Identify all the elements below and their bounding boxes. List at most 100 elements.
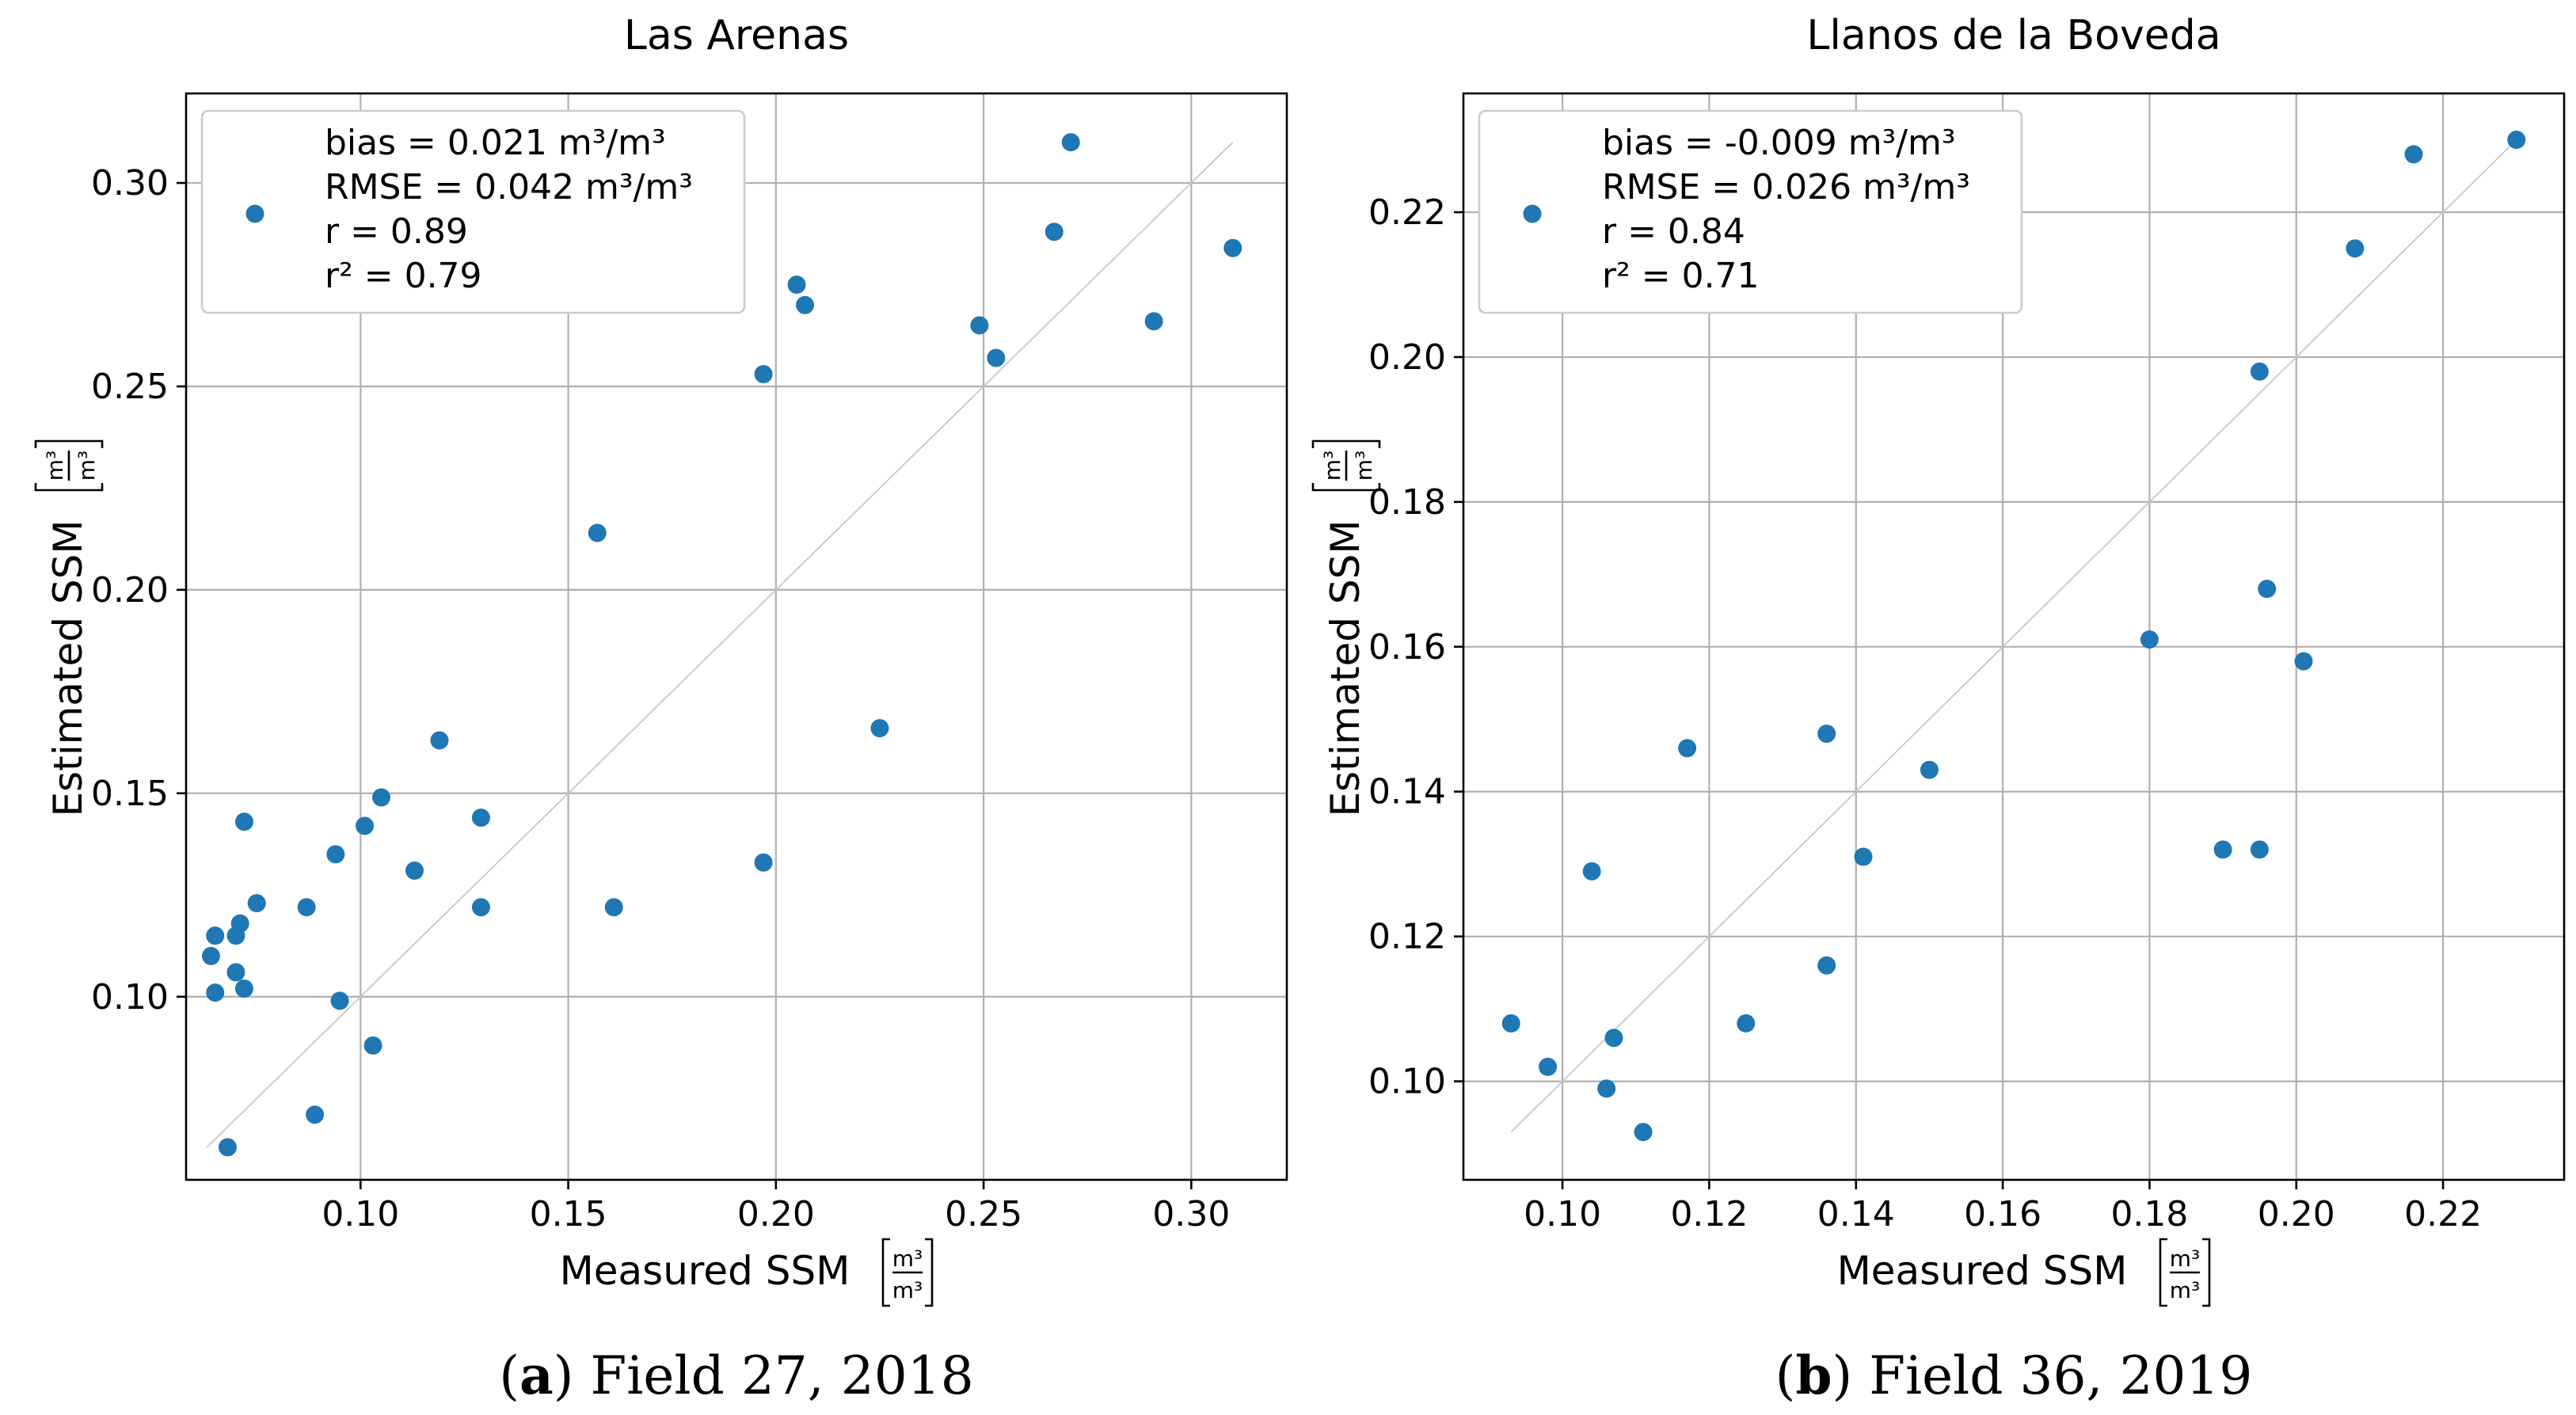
data-point bbox=[372, 788, 391, 807]
data-point bbox=[363, 1036, 382, 1055]
unit-bracket-right bbox=[2202, 1238, 2211, 1307]
data-point bbox=[2294, 652, 2313, 671]
x-tick-label: 0.10 bbox=[322, 1194, 399, 1234]
y-axis-label: Estimated SSM m³ m³ bbox=[1311, 439, 1381, 817]
x-axis-label: Measured SSM m³ m³ bbox=[560, 1238, 934, 1307]
unit-numerator: m³ bbox=[2170, 1246, 2201, 1272]
data-point bbox=[1582, 862, 1601, 881]
data-point bbox=[2507, 131, 2526, 150]
identity-line bbox=[1510, 139, 2517, 1133]
unit-denominator: m³ bbox=[1351, 451, 1377, 481]
x-tick-label: 0.14 bbox=[1817, 1194, 1895, 1234]
x-tick-label: 0.16 bbox=[1964, 1194, 2041, 1234]
data-point bbox=[218, 1138, 237, 1157]
legend-rmse: RMSE = 0.042 m³/m³ bbox=[325, 167, 693, 207]
data-point bbox=[2140, 630, 2159, 649]
y-tick-label: 0.16 bbox=[1368, 627, 1446, 668]
data-point bbox=[330, 991, 349, 1010]
panel-caption: (a) Field 27, 2018 bbox=[499, 1345, 973, 1406]
data-point bbox=[1854, 847, 1873, 866]
data-point bbox=[471, 808, 490, 827]
data-point bbox=[2250, 362, 2269, 381]
x-tick-label: 0.15 bbox=[530, 1194, 607, 1234]
data-point bbox=[1597, 1079, 1616, 1098]
data-point bbox=[206, 983, 225, 1002]
y-tick-label: 0.10 bbox=[1368, 1062, 1446, 1102]
data-point bbox=[1061, 133, 1080, 152]
y-axis-label-text: Estimated SSM bbox=[1322, 519, 1368, 816]
legend-box bbox=[1478, 109, 2023, 314]
panel-las-arenas: 0.10 0.15 0.20 0.25 0.30 0.10 0.15 0.20 0.25 0.30… bbox=[34, 12, 1288, 1406]
legend-r2: r² = 0.71 bbox=[1602, 256, 1760, 296]
unit-bracket-right bbox=[1311, 439, 1381, 448]
x-axis-label-text: Measured SSM bbox=[560, 1248, 850, 1294]
caption-label: b bbox=[1795, 1345, 1832, 1406]
identity-line bbox=[206, 142, 1234, 1148]
data-point bbox=[1501, 1014, 1520, 1033]
legend-marker bbox=[245, 204, 264, 223]
caption-paren-open: ( bbox=[499, 1345, 519, 1406]
y-tick-label: 0.25 bbox=[91, 367, 169, 407]
x-tick-label: 0.20 bbox=[2258, 1194, 2335, 1234]
x-tick-label: 0.12 bbox=[1670, 1194, 1748, 1234]
data-point bbox=[247, 894, 266, 913]
y-tick-label: 0.14 bbox=[1368, 772, 1446, 812]
data-point bbox=[226, 963, 245, 982]
panel-llanos-de-la-boveda: 0.10 0.12 0.14 0.16 0.18 0.20 0.22 0.10 0.12 0.14… bbox=[1311, 12, 2566, 1406]
data-point bbox=[230, 914, 249, 933]
data-point bbox=[201, 946, 220, 965]
x-axis-label-text: Measured SSM bbox=[1837, 1248, 2128, 1294]
unit-numerator: m³ bbox=[42, 451, 68, 481]
x-tick-label: 0.30 bbox=[1152, 1194, 1230, 1234]
data-point bbox=[1737, 1014, 1756, 1033]
data-point bbox=[796, 295, 815, 314]
legend-r: r = 0.84 bbox=[1602, 211, 1745, 252]
data-point bbox=[2250, 840, 2269, 859]
caption-paren-open: ( bbox=[1775, 1345, 1796, 1406]
data-point bbox=[471, 898, 490, 917]
data-point bbox=[2258, 580, 2277, 599]
data-point bbox=[1678, 739, 1697, 758]
y-tick-label: 0.12 bbox=[1368, 917, 1446, 957]
unit-bracket-left bbox=[2159, 1238, 2167, 1307]
data-point bbox=[306, 1105, 325, 1124]
data-point bbox=[754, 365, 773, 384]
data-point bbox=[405, 861, 424, 880]
unit-numerator: m³ bbox=[1319, 451, 1345, 481]
y-tick-label: 0.20 bbox=[1368, 337, 1446, 378]
data-point bbox=[588, 523, 607, 542]
data-point bbox=[356, 816, 375, 835]
legend-bias: bias = 0.021 m³/m³ bbox=[325, 123, 666, 163]
x-tick-label: 0.20 bbox=[737, 1194, 815, 1234]
legend-marker bbox=[1523, 204, 1542, 223]
unit-bracket-right bbox=[34, 439, 104, 448]
data-point bbox=[326, 845, 345, 864]
unit-denominator: m³ bbox=[892, 1277, 923, 1303]
unit-bracket-left bbox=[881, 1238, 890, 1307]
plot-frame bbox=[185, 92, 1288, 1181]
data-point bbox=[234, 979, 253, 998]
unit-numerator: m³ bbox=[892, 1246, 923, 1272]
chart-title: Las Arenas bbox=[624, 12, 849, 59]
legend-box bbox=[200, 109, 746, 314]
chart-title: Llanos de la Boveda bbox=[1806, 12, 2220, 59]
y-tick-label: 0.22 bbox=[1368, 192, 1446, 233]
panel-caption: (b) Field 36, 2019 bbox=[1775, 1345, 2253, 1406]
data-point bbox=[2346, 239, 2365, 258]
data-point bbox=[1223, 238, 1242, 257]
x-tick-label: 0.25 bbox=[945, 1194, 1022, 1234]
data-point bbox=[970, 316, 989, 335]
legend-rmse: RMSE = 0.026 m³/m³ bbox=[1602, 167, 1970, 207]
caption-text: Field 27, 2018 bbox=[591, 1345, 974, 1406]
data-point bbox=[1634, 1123, 1653, 1142]
data-point bbox=[1044, 223, 1064, 242]
data-point bbox=[1920, 760, 1939, 779]
data-point bbox=[297, 898, 316, 917]
data-point bbox=[787, 276, 806, 295]
caption-label: a bbox=[519, 1345, 554, 1406]
unit-denominator: m³ bbox=[2170, 1277, 2201, 1303]
y-tick-label: 0.20 bbox=[91, 570, 169, 611]
